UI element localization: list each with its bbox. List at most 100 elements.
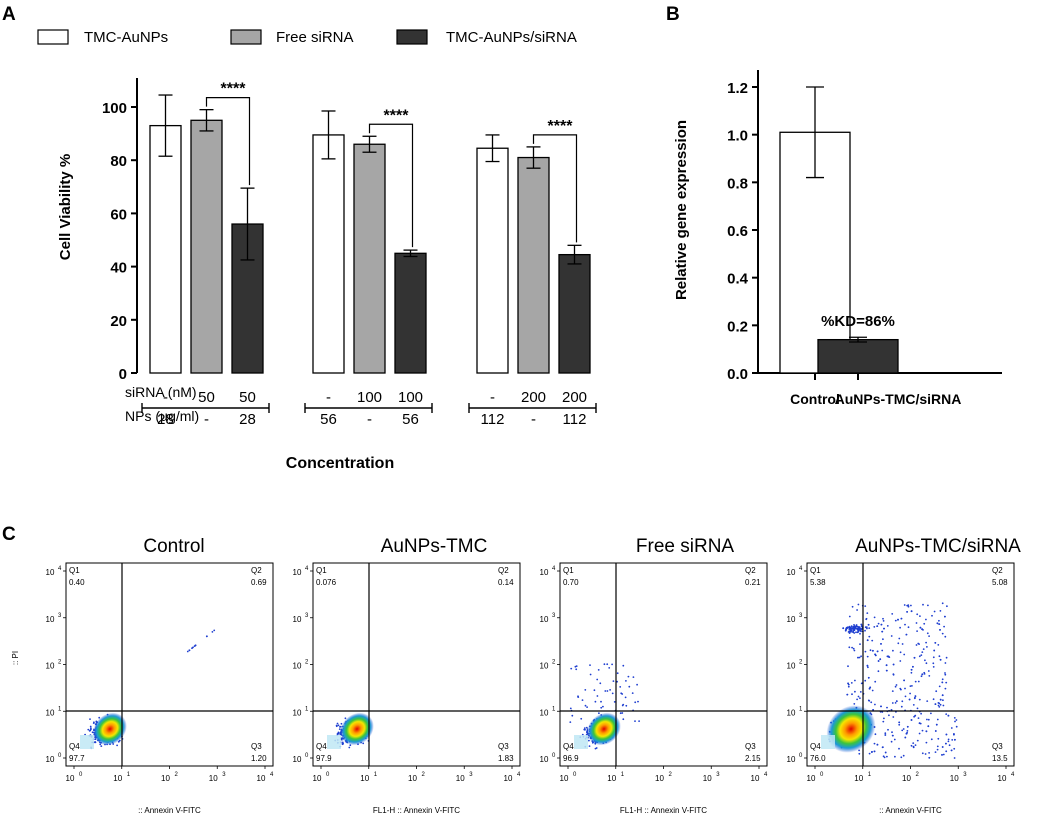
event-dot bbox=[917, 717, 920, 719]
event-dot bbox=[882, 617, 884, 620]
quadrant-percent: 13.5 bbox=[992, 754, 1008, 763]
y-decade-exp: 4 bbox=[305, 566, 309, 572]
quadrant-percent: 0.69 bbox=[251, 578, 267, 587]
event-dot bbox=[898, 721, 901, 724]
flow-plot-x-label: :: Annexin V-FITC bbox=[879, 806, 942, 815]
y-tick-label: 60 bbox=[110, 206, 127, 223]
event-dot bbox=[872, 709, 874, 711]
event-dot bbox=[850, 629, 853, 632]
y-decade-base: 10 bbox=[787, 755, 796, 764]
event-dot bbox=[100, 745, 103, 747]
event-dot bbox=[624, 696, 627, 699]
event-dot bbox=[882, 638, 884, 641]
event-dot bbox=[882, 746, 884, 748]
legend-label-free-sirna: Free siRNA bbox=[276, 29, 354, 46]
event-dot bbox=[857, 603, 860, 606]
event-dot bbox=[880, 643, 882, 645]
event-dot bbox=[586, 706, 588, 708]
event-dot bbox=[851, 646, 853, 649]
event-dot bbox=[622, 718, 625, 721]
event-dot bbox=[852, 631, 854, 633]
nps-value: 112 bbox=[563, 411, 587, 428]
event-dot bbox=[885, 669, 888, 672]
event-dot bbox=[917, 642, 920, 645]
event-dot bbox=[883, 627, 885, 630]
event-dot bbox=[932, 698, 935, 701]
x-decade-exp: 2 bbox=[175, 772, 179, 778]
quadrant-name: Q1 bbox=[563, 566, 574, 575]
sirna-value: - bbox=[163, 389, 168, 406]
event-dot bbox=[944, 687, 947, 690]
event-dot bbox=[914, 697, 916, 699]
y-tick-label: 1.2 bbox=[727, 80, 748, 97]
event-dot bbox=[88, 730, 91, 732]
y-decade-exp: 3 bbox=[305, 613, 309, 619]
bar-free-sirna bbox=[353, 143, 386, 374]
event-dot bbox=[939, 629, 941, 631]
density-patch bbox=[80, 735, 94, 749]
event-dot bbox=[891, 613, 894, 615]
event-dot bbox=[632, 676, 635, 678]
event-dot bbox=[944, 615, 946, 618]
event-dot bbox=[934, 730, 937, 732]
event-dot bbox=[954, 738, 956, 741]
event-dot bbox=[944, 635, 947, 638]
event-dot bbox=[858, 752, 861, 755]
quadrant-name: Q2 bbox=[745, 566, 756, 575]
flow-plot-aunps-tmc-sirna: AuNPs-TMC/siRNA Q1 5.38 Q2 5.08 Q3 13.5 Q4 76.0 1… bbox=[787, 536, 1022, 815]
event-dot bbox=[934, 703, 937, 705]
event-dot bbox=[884, 732, 887, 735]
event-dot bbox=[870, 701, 873, 704]
x-decade-base: 10 bbox=[504, 774, 513, 783]
nps-value: 56 bbox=[402, 411, 419, 428]
y-decade-base: 10 bbox=[46, 708, 55, 717]
y-decade-exp: 0 bbox=[305, 753, 309, 759]
event-dot bbox=[883, 717, 885, 720]
quadrant-percent: 5.08 bbox=[992, 578, 1008, 587]
row-label-sirna: siRNA (nM) bbox=[125, 384, 197, 400]
bar-tmc-aunps-sirna bbox=[394, 252, 427, 374]
y-tick-label: 0.2 bbox=[727, 318, 748, 335]
significance-stars: **** bbox=[384, 107, 410, 124]
event-dot bbox=[939, 610, 942, 612]
event-dot bbox=[602, 705, 604, 708]
panel-label-a: A bbox=[2, 4, 16, 25]
event-dot bbox=[856, 698, 858, 701]
event-dot bbox=[859, 643, 861, 645]
event-dot bbox=[913, 715, 915, 718]
event-dot bbox=[928, 675, 931, 677]
event-dot bbox=[941, 754, 943, 756]
event-dot bbox=[627, 675, 630, 678]
event-dot bbox=[337, 724, 340, 727]
x-decade-base: 10 bbox=[66, 774, 75, 783]
event-dot bbox=[912, 742, 915, 744]
event-dot bbox=[625, 680, 627, 682]
event-dot bbox=[914, 695, 917, 697]
event-dot bbox=[953, 733, 955, 735]
quadrant-percent: 0.21 bbox=[745, 578, 761, 587]
event-dot bbox=[628, 685, 631, 688]
event-dot bbox=[584, 689, 587, 691]
event-dot bbox=[935, 690, 938, 693]
event-dot bbox=[865, 626, 868, 628]
event-dot bbox=[880, 705, 882, 708]
y-decade-exp: 3 bbox=[799, 613, 803, 619]
quadrant-name: Q4 bbox=[563, 742, 574, 751]
event-dot bbox=[569, 707, 572, 710]
event-dot bbox=[928, 752, 930, 754]
event-dot bbox=[585, 726, 588, 729]
event-dot bbox=[859, 632, 861, 635]
event-dot bbox=[927, 604, 929, 607]
nps-value: - bbox=[204, 411, 209, 428]
event-dot bbox=[900, 617, 903, 620]
event-dot bbox=[859, 697, 861, 699]
event-dot bbox=[571, 714, 574, 717]
event-dot bbox=[619, 686, 622, 688]
quadrant-name: Q3 bbox=[251, 742, 262, 751]
sirna-value: 50 bbox=[198, 389, 215, 406]
event-dot bbox=[850, 682, 853, 684]
event-dot bbox=[857, 695, 860, 698]
event-dot bbox=[584, 704, 587, 707]
